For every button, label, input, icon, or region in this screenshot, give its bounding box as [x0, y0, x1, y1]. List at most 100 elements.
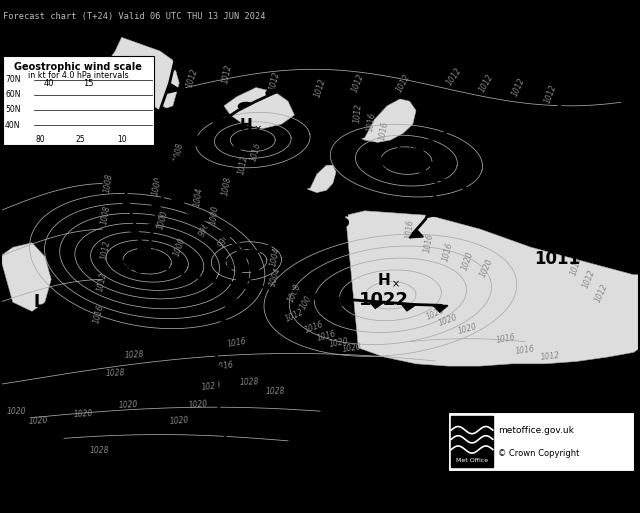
Text: L: L [552, 233, 561, 247]
Text: 1016: 1016 [214, 360, 234, 372]
Polygon shape [218, 231, 233, 239]
Polygon shape [238, 103, 252, 109]
Polygon shape [181, 273, 195, 282]
Polygon shape [152, 263, 166, 271]
Polygon shape [586, 153, 597, 161]
Polygon shape [433, 305, 448, 312]
Polygon shape [238, 250, 253, 260]
Polygon shape [561, 108, 575, 112]
Text: 1016: 1016 [365, 111, 377, 132]
Text: 1028: 1028 [240, 377, 259, 387]
Polygon shape [307, 165, 336, 192]
Text: 1016: 1016 [441, 241, 455, 263]
Text: 1020: 1020 [424, 305, 446, 322]
Text: ×: × [408, 145, 415, 155]
Text: 1007: 1007 [12, 313, 65, 332]
Text: metoffice.gov.uk: metoffice.gov.uk [498, 426, 574, 435]
Text: 1007: 1007 [375, 156, 425, 174]
Polygon shape [175, 156, 185, 164]
Text: L: L [552, 380, 561, 393]
Polygon shape [401, 304, 416, 311]
Text: 1022: 1022 [359, 291, 409, 309]
Polygon shape [220, 319, 235, 329]
Text: ×: × [334, 202, 342, 212]
Text: 1012: 1012 [569, 255, 583, 277]
Polygon shape [192, 136, 203, 144]
Polygon shape [491, 111, 504, 116]
FancyBboxPatch shape [451, 417, 493, 467]
Polygon shape [317, 109, 328, 115]
Text: L: L [575, 188, 584, 202]
Polygon shape [220, 413, 234, 424]
Text: 1020: 1020 [456, 323, 478, 337]
Text: 1008: 1008 [103, 173, 115, 194]
Polygon shape [145, 224, 154, 232]
Text: L: L [395, 138, 405, 153]
Text: 1012: 1012 [268, 70, 282, 91]
Polygon shape [0, 243, 51, 311]
Text: 1012: 1012 [99, 239, 112, 260]
Polygon shape [306, 293, 321, 301]
Polygon shape [458, 120, 470, 126]
Text: 1017: 1017 [221, 135, 271, 153]
Text: 15: 15 [83, 80, 93, 88]
Text: 1028: 1028 [124, 350, 145, 360]
Text: 1020: 1020 [342, 342, 362, 353]
Polygon shape [236, 273, 252, 283]
Text: ×: × [248, 247, 255, 257]
Polygon shape [574, 130, 586, 137]
Polygon shape [369, 301, 384, 308]
Polygon shape [275, 289, 289, 297]
Polygon shape [435, 185, 448, 194]
Text: 50N: 50N [5, 105, 20, 114]
Polygon shape [271, 237, 285, 244]
Text: 1012: 1012 [351, 72, 366, 94]
Text: 1012: 1012 [543, 84, 558, 105]
Text: ×: × [392, 280, 399, 290]
Text: 1000: 1000 [172, 236, 187, 258]
Polygon shape [132, 86, 142, 92]
Text: 1012: 1012 [185, 68, 199, 89]
Polygon shape [216, 366, 230, 377]
Polygon shape [362, 99, 416, 143]
Text: 1028: 1028 [90, 446, 109, 455]
Polygon shape [227, 295, 242, 306]
Text: 1020: 1020 [201, 381, 221, 392]
Text: 1008: 1008 [534, 396, 580, 414]
Text: 996: 996 [198, 221, 212, 238]
Polygon shape [212, 280, 227, 287]
Text: L: L [136, 239, 146, 256]
FancyBboxPatch shape [448, 412, 634, 471]
Text: 1020: 1020 [437, 313, 459, 328]
Text: 1016: 1016 [515, 344, 535, 356]
Polygon shape [117, 179, 125, 186]
Polygon shape [560, 107, 572, 114]
Text: Met Office: Met Office [456, 458, 488, 463]
FancyBboxPatch shape [3, 55, 154, 145]
Text: H: H [240, 117, 253, 132]
Text: 1004: 1004 [269, 246, 282, 267]
Polygon shape [152, 201, 161, 209]
Polygon shape [153, 153, 166, 164]
Text: 1020: 1020 [188, 400, 209, 410]
Polygon shape [541, 205, 555, 210]
Polygon shape [217, 389, 230, 400]
Text: © Crown Copyright: © Crown Copyright [498, 449, 579, 458]
Text: 1028: 1028 [106, 368, 125, 378]
Text: in kt for 4.0 hPa intervals: in kt for 4.0 hPa intervals [28, 71, 129, 80]
Text: 1020: 1020 [169, 416, 189, 426]
Polygon shape [243, 284, 258, 292]
Text: 1012: 1012 [313, 77, 327, 98]
Polygon shape [508, 198, 522, 203]
Text: 40: 40 [44, 80, 54, 88]
Polygon shape [429, 162, 443, 171]
Text: 1011: 1011 [524, 124, 570, 142]
Text: L: L [321, 195, 332, 210]
Text: 80: 80 [35, 135, 45, 144]
Polygon shape [111, 154, 122, 163]
Text: 1020: 1020 [73, 409, 93, 419]
Text: 1006: 1006 [301, 213, 351, 231]
Polygon shape [444, 179, 456, 185]
Polygon shape [413, 167, 426, 173]
Text: ×: × [148, 247, 156, 257]
